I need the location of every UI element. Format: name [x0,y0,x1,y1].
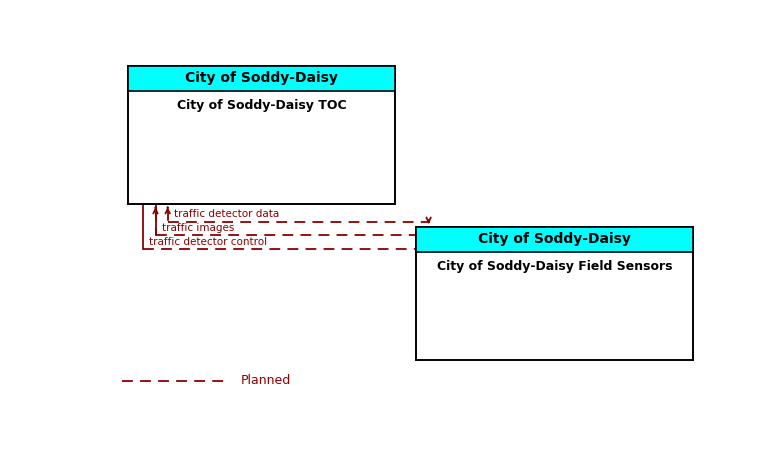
Text: Planned: Planned [240,374,290,387]
Bar [128,66,395,204]
Bar [417,227,693,360]
Bar [417,227,693,251]
Bar [128,66,395,91]
Text: traffic detector data: traffic detector data [174,209,279,219]
Text: City of Soddy-Daisy TOC: City of Soddy-Daisy TOC [177,99,347,112]
Text: City of Soddy-Daisy Field Sensors: City of Soddy-Daisy Field Sensors [437,260,673,273]
Text: traffic images: traffic images [161,223,234,233]
Text: City of Soddy-Daisy: City of Soddy-Daisy [478,232,631,246]
Text: traffic detector control: traffic detector control [150,237,268,247]
Text: City of Soddy-Daisy: City of Soddy-Daisy [186,71,338,85]
